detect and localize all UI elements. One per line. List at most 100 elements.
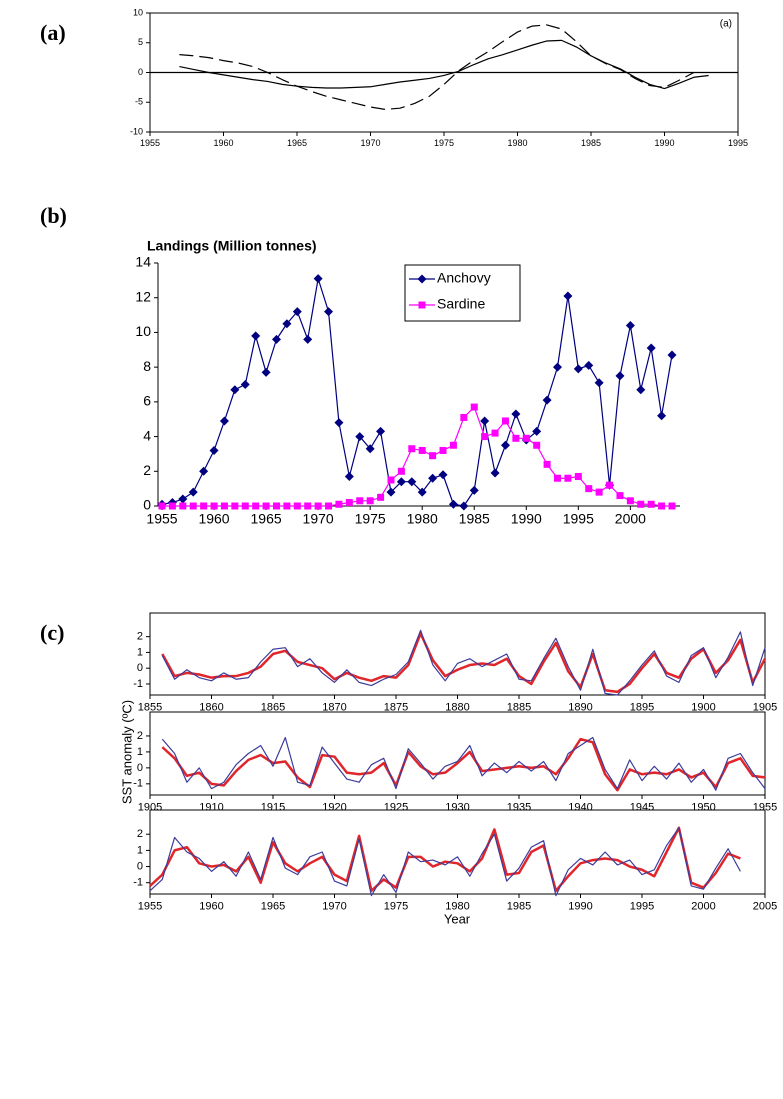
x-tick-label: 1990	[568, 900, 592, 912]
marker	[408, 445, 416, 453]
marker	[188, 487, 198, 497]
x-tick-label: 1980	[507, 138, 527, 148]
plot-frame	[149, 711, 766, 796]
marker	[387, 476, 395, 484]
marker	[564, 474, 572, 482]
x-tick-label: 2000	[691, 900, 715, 912]
marker	[304, 502, 312, 510]
marker	[407, 477, 417, 487]
x-tick-label: 1935	[507, 801, 531, 813]
panel-label: (c)	[40, 620, 64, 645]
marker	[386, 487, 396, 497]
marker	[377, 493, 385, 501]
marker	[657, 411, 667, 421]
x-tick-label: 1985	[507, 900, 531, 912]
y-tick-label: 1	[137, 746, 143, 758]
x-tick-label: 1995	[630, 900, 654, 912]
marker	[615, 371, 625, 381]
x-tick-label: 1965	[287, 138, 307, 148]
marker	[200, 502, 208, 510]
y-tick-label: 14	[135, 254, 151, 270]
marker	[647, 500, 655, 508]
marker	[522, 434, 530, 442]
x-tick-label: 1975	[355, 511, 386, 527]
marker	[241, 502, 249, 510]
marker	[262, 502, 270, 510]
marker	[491, 429, 499, 437]
y-tick-label: 5	[138, 37, 143, 47]
y-tick-label: 10	[133, 7, 143, 17]
series-line	[149, 827, 741, 897]
x-tick-label: 1895	[630, 701, 654, 713]
x-tick-label: 1960	[198, 511, 229, 527]
marker	[313, 274, 323, 284]
marker	[533, 441, 541, 449]
marker	[646, 343, 656, 353]
marker	[470, 403, 478, 411]
x-tick-label: 1985	[581, 138, 601, 148]
x-tick-label: 2005	[753, 900, 777, 912]
marker	[252, 502, 260, 510]
marker	[511, 409, 521, 419]
x-tick-label: 1970	[303, 511, 334, 527]
y-tick-label: 1	[137, 844, 143, 856]
marker	[251, 331, 261, 341]
marker	[344, 471, 354, 481]
y-tick-label: -1	[133, 678, 143, 690]
marker	[324, 307, 334, 317]
legend-label: Anchovy	[437, 270, 491, 286]
x-tick-label: 1995	[728, 138, 748, 148]
y-tick-label: 0	[137, 662, 143, 674]
marker	[325, 502, 333, 510]
x-tick-label: 1955	[146, 511, 177, 527]
x-tick-label: 1970	[360, 138, 380, 148]
x-tick-label: 2000	[615, 511, 646, 527]
y-tick-label: 12	[135, 288, 151, 304]
marker	[210, 502, 218, 510]
x-tick-label: 1955	[138, 900, 162, 912]
marker	[448, 499, 458, 509]
x-tick-label: 1880	[445, 701, 469, 713]
marker	[376, 426, 386, 436]
marker	[365, 444, 375, 454]
marker	[397, 467, 405, 475]
marker	[658, 502, 666, 510]
series-line	[161, 629, 766, 696]
x-tick-label: 1905	[753, 701, 777, 713]
marker	[637, 500, 645, 508]
plot-frame	[149, 809, 766, 895]
marker	[283, 502, 291, 510]
marker	[585, 485, 593, 493]
marker	[396, 477, 406, 487]
legend-box	[404, 264, 521, 322]
series-line	[179, 39, 709, 90]
x-tick-label: 1985	[459, 511, 490, 527]
marker	[418, 446, 426, 454]
y-tick-label: 1	[137, 646, 143, 658]
marker	[542, 395, 552, 405]
series-line	[161, 737, 766, 792]
marker	[438, 470, 448, 480]
x-tick-label: 1865	[261, 701, 285, 713]
marker	[428, 473, 438, 483]
x-tick-label: 1940	[568, 801, 592, 813]
x-tick-label: 1875	[384, 701, 408, 713]
legend-marker	[418, 301, 426, 309]
marker	[158, 502, 166, 510]
y-tick-label: 10	[135, 323, 151, 339]
marker	[667, 350, 677, 360]
y-tick-label: 0	[143, 497, 151, 513]
marker	[209, 445, 219, 455]
x-tick-label: 1960	[199, 900, 223, 912]
marker	[230, 385, 240, 395]
marker	[449, 441, 457, 449]
y-axis-label: SST anomaly (ºC)	[119, 700, 134, 804]
marker	[480, 416, 490, 426]
marker	[460, 413, 468, 421]
x-tick-label: 1910	[199, 801, 223, 813]
x-tick-label: 1945	[630, 801, 654, 813]
marker	[625, 320, 635, 330]
marker	[334, 418, 344, 428]
x-tick-label: 1975	[384, 900, 408, 912]
